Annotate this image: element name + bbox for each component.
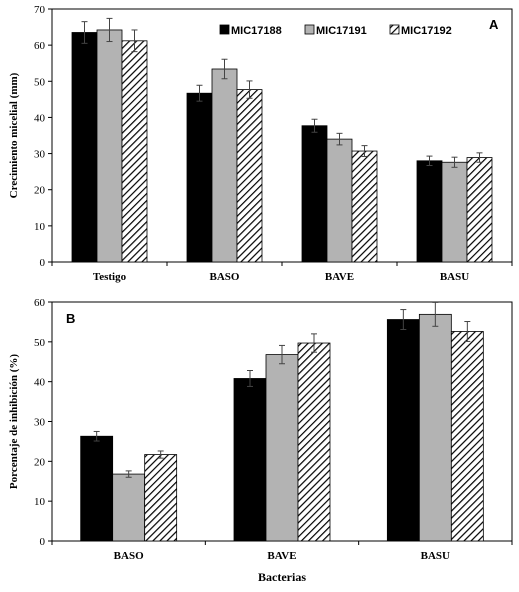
y-tick-label: 10 [34,221,46,233]
bar-MIC17188-BASO [186,92,213,263]
y-axis-label-a: Crecimiento micelial (mm) [8,72,20,198]
y-tick-label: 70 [34,4,46,16]
x-axis-label-b: Bacterias [258,570,306,584]
y-tick-label: 50 [34,337,46,349]
bar-MIC17192-BASU [450,331,484,542]
bar-MIC17188-BASU [386,319,420,542]
x-category-label: BASO [210,271,240,283]
panel-label-b: B [66,311,75,326]
bar-MIC17192-BAVE [297,342,331,542]
chart-panel-a: A Crecimiento micelial (mm) MIC17188 MIC… [8,4,513,283]
y-tick-label: 50 [34,76,46,88]
bar-MIC17191-BAVE [326,138,353,263]
y-tick-label: 30 [34,417,46,429]
chart-panel-b: B Porcentaje de inhibición (%) Bacterias… [8,297,513,584]
y-tick-label: 20 [34,456,46,468]
y-tick-label: 30 [34,149,46,161]
y-tick-label: 60 [34,40,46,52]
y-tick-label: 0 [40,536,46,548]
bar-MIC17191-Testigo [96,29,123,263]
x-category-label: BAVE [325,271,354,283]
y-axis-label-b: Porcentaje de inhibición (%) [8,354,20,489]
legend-label-2: MIC17191 [316,25,367,37]
bar-MIC17188-BASO [80,435,114,542]
bar-MIC17188-BAVE [301,125,328,263]
x-category-label: BASO [114,550,144,562]
y-tick-label: 10 [34,496,46,508]
bar-MIC17192-Testigo [121,40,148,263]
bar-MIC17192-BASO [236,89,263,263]
y-tick-label: 20 [34,185,46,197]
y-tick-label: 40 [34,377,46,389]
bar-MIC17191-BASO [211,68,238,263]
x-category-label: BASU [440,271,469,283]
y-tick-label: 0 [40,257,46,269]
legend: MIC17188 MIC17191 MIC17192 [219,24,452,37]
x-category-label: Testigo [93,271,127,283]
bar-MIC17191-BASO [112,473,146,542]
y-tick-label: 40 [34,112,46,124]
bar-MIC17188-BAVE [233,378,267,542]
bar-MIC17192-BASU [466,157,493,263]
legend-swatch-2 [304,24,315,35]
bar-MIC17191-BASU [441,161,468,263]
bar-MIC17191-BAVE [265,354,299,542]
bar-MIC17188-Testigo [71,32,98,263]
y-tick-label: 60 [34,297,46,309]
bar-MIC17188-BASU [416,160,443,263]
bar-MIC17192-BASO [144,454,178,542]
legend-label-1: MIC17188 [231,25,282,37]
x-category-label: BAVE [267,550,296,562]
panel-label-a: A [489,17,499,32]
legend-label-3: MIC17192 [401,25,452,37]
x-category-label: BASU [421,550,450,562]
legend-swatch-3 [389,24,400,35]
legend-swatch-1 [219,24,230,35]
bar-MIC17191-BASU [418,313,452,542]
bar-MIC17192-BAVE [351,150,378,263]
